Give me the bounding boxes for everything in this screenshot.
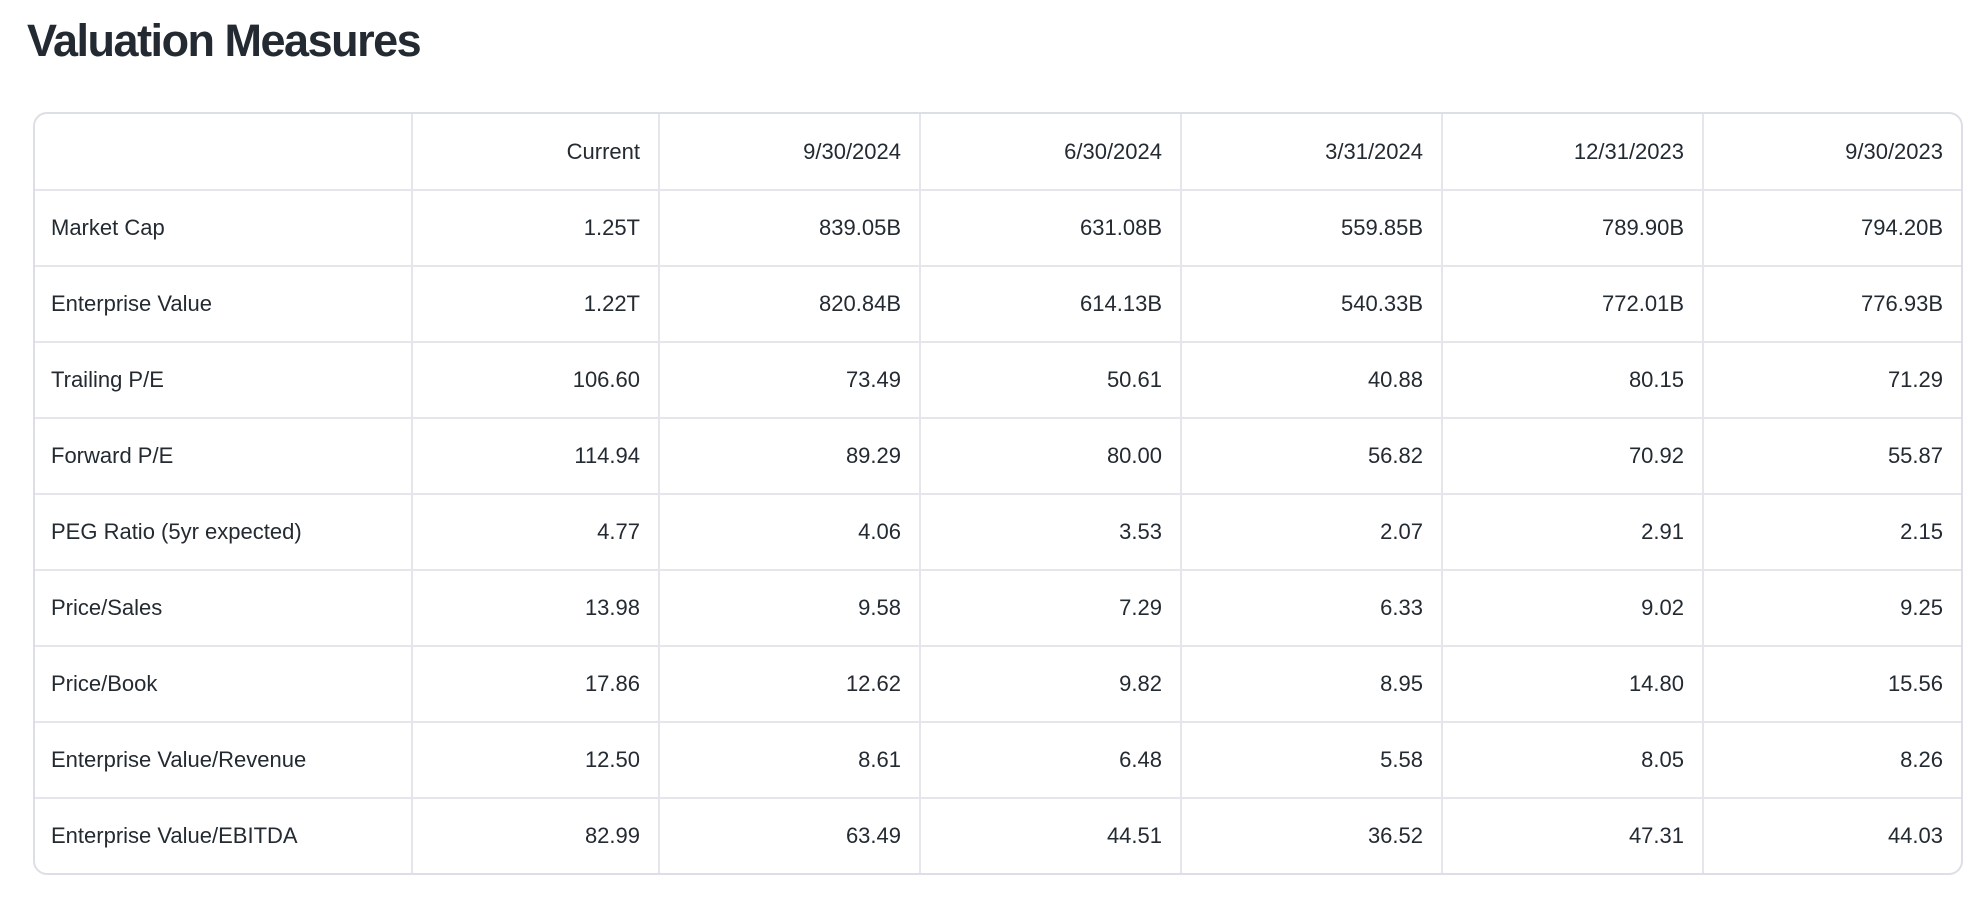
value-cell: 9.25	[1702, 569, 1961, 647]
row-label: Enterprise Value	[35, 265, 413, 343]
value-cell: 4.77	[411, 493, 660, 571]
value-cell: 6.48	[919, 721, 1182, 799]
row-label: Price/Sales	[35, 569, 413, 647]
table-row: Price/Sales 13.98 9.58 7.29 6.33 9.02 9.25	[35, 569, 1961, 647]
value-cell: 772.01B	[1441, 265, 1704, 343]
column-header-current: Current	[411, 114, 660, 191]
value-cell: 50.61	[919, 341, 1182, 419]
value-cell: 839.05B	[658, 189, 921, 267]
table-row: Enterprise Value/Revenue 12.50 8.61 6.48 5.5…	[35, 721, 1961, 799]
value-cell: 8.95	[1180, 645, 1443, 723]
value-cell: 13.98	[411, 569, 660, 647]
table-row: PEG Ratio (5yr expected) 4.77 4.06 3.53 2.07…	[35, 493, 1961, 571]
value-cell: 9.82	[919, 645, 1182, 723]
table-header: Current 9/30/2024 6/30/2024 3/31/2024 12…	[35, 114, 1961, 191]
value-cell: 3.53	[919, 493, 1182, 571]
value-cell: 776.93B	[1702, 265, 1961, 343]
valuation-table: Current 9/30/2024 6/30/2024 3/31/2024 12…	[35, 114, 1961, 873]
column-header-date: 12/31/2023	[1441, 114, 1704, 191]
value-cell: 9.02	[1441, 569, 1704, 647]
table-row: Trailing P/E 106.60 73.49 50.61 40.88 80.15 71…	[35, 341, 1961, 419]
value-cell: 1.22T	[411, 265, 660, 343]
value-cell: 5.58	[1180, 721, 1443, 799]
value-cell: 1.25T	[411, 189, 660, 267]
row-label: Price/Book	[35, 645, 413, 723]
value-cell: 794.20B	[1702, 189, 1961, 267]
value-cell: 12.50	[411, 721, 660, 799]
value-cell: 2.07	[1180, 493, 1443, 571]
column-header-date: 3/31/2024	[1180, 114, 1443, 191]
row-label: Enterprise Value/EBITDA	[35, 797, 413, 873]
value-cell: 89.29	[658, 417, 921, 495]
page-title: Valuation Measures	[27, 15, 422, 66]
value-cell: 15.56	[1702, 645, 1961, 723]
value-cell: 9.58	[658, 569, 921, 647]
value-cell: 820.84B	[658, 265, 921, 343]
value-cell: 106.60	[411, 341, 660, 419]
row-label: Forward P/E	[35, 417, 413, 495]
value-cell: 63.49	[658, 797, 921, 873]
value-cell: 73.49	[658, 341, 921, 419]
value-cell: 80.00	[919, 417, 1182, 495]
value-cell: 789.90B	[1441, 189, 1704, 267]
corner-cell	[35, 114, 413, 191]
value-cell: 614.13B	[919, 265, 1182, 343]
row-label: Enterprise Value/Revenue	[35, 721, 413, 799]
table-row: Enterprise Value 1.22T 820.84B 614.13B 540.3…	[35, 265, 1961, 343]
value-cell: 36.52	[1180, 797, 1443, 873]
header-row: Current 9/30/2024 6/30/2024 3/31/2024 12…	[35, 114, 1961, 191]
value-cell: 82.99	[411, 797, 660, 873]
value-cell: 47.31	[1441, 797, 1704, 873]
value-cell: 55.87	[1702, 417, 1961, 495]
table-row: Price/Book 17.86 12.62 9.82 8.95 14.80 15.56	[35, 645, 1961, 723]
table-row: Enterprise Value/EBITDA 82.99 63.49 44.51 36…	[35, 797, 1961, 873]
valuation-measures-table: Current 9/30/2024 6/30/2024 3/31/2024 12…	[33, 112, 1963, 875]
value-cell: 559.85B	[1180, 189, 1443, 267]
table-body: Market Cap 1.25T 839.05B 631.08B 559.85B 789.…	[35, 189, 1961, 873]
row-label: Trailing P/E	[35, 341, 413, 419]
value-cell: 540.33B	[1180, 265, 1443, 343]
table-row: Forward P/E 114.94 89.29 80.00 56.82 70.92 55.…	[35, 417, 1961, 495]
value-cell: 4.06	[658, 493, 921, 571]
value-cell: 17.86	[411, 645, 660, 723]
column-header-date: 9/30/2024	[658, 114, 921, 191]
value-cell: 56.82	[1180, 417, 1443, 495]
value-cell: 14.80	[1441, 645, 1704, 723]
value-cell: 631.08B	[919, 189, 1182, 267]
table-row: Market Cap 1.25T 839.05B 631.08B 559.85B 789.…	[35, 189, 1961, 267]
value-cell: 12.62	[658, 645, 921, 723]
value-cell: 8.26	[1702, 721, 1961, 799]
row-label: PEG Ratio (5yr expected)	[35, 493, 413, 571]
value-cell: 6.33	[1180, 569, 1443, 647]
value-cell: 8.05	[1441, 721, 1704, 799]
value-cell: 80.15	[1441, 341, 1704, 419]
column-header-date: 6/30/2024	[919, 114, 1182, 191]
value-cell: 40.88	[1180, 341, 1443, 419]
value-cell: 71.29	[1702, 341, 1961, 419]
value-cell: 2.15	[1702, 493, 1961, 571]
value-cell: 44.03	[1702, 797, 1961, 873]
value-cell: 7.29	[919, 569, 1182, 647]
value-cell: 8.61	[658, 721, 921, 799]
row-label: Market Cap	[35, 189, 413, 267]
value-cell: 2.91	[1441, 493, 1704, 571]
value-cell: 44.51	[919, 797, 1182, 873]
value-cell: 70.92	[1441, 417, 1704, 495]
column-header-date: 9/30/2023	[1702, 114, 1961, 191]
value-cell: 114.94	[411, 417, 660, 495]
